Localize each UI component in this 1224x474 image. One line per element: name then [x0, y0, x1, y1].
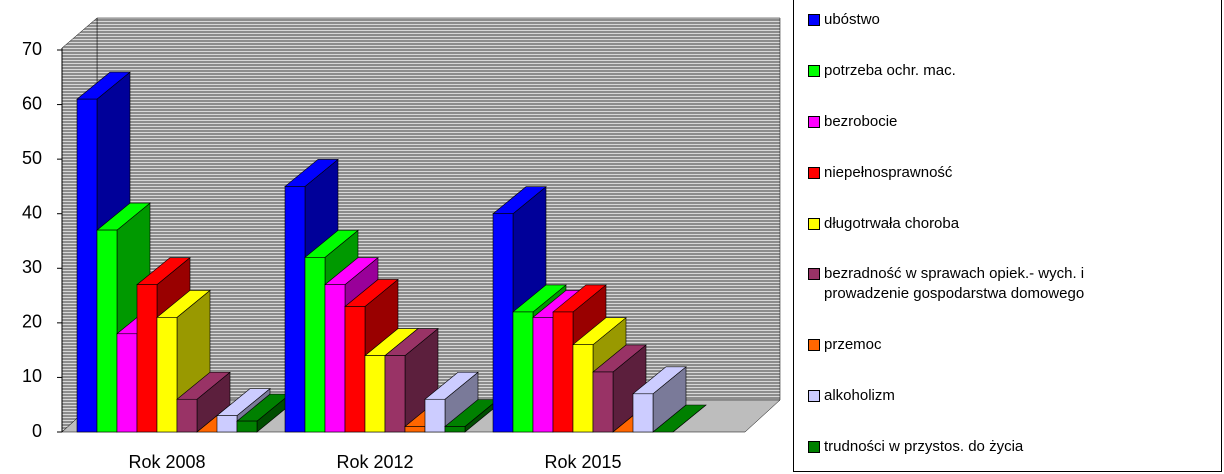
y-tick-label: 0: [32, 421, 42, 441]
bar-front: [284, 186, 306, 433]
legend-item: bezradność w sprawach opiek.- wych. i pr…: [808, 264, 1221, 304]
legend: ubóstwo potrzeba ochr. mac. bezrobocie niep…: [793, 0, 1222, 472]
legend-swatch: [808, 115, 820, 128]
y-tick-label: 70: [22, 39, 42, 59]
bar-front: [552, 311, 574, 433]
legend-swatch: [808, 64, 820, 77]
legend-swatch: [808, 14, 820, 26]
bar-front: [116, 333, 138, 433]
bar: [652, 404, 707, 433]
bar-front: [424, 398, 446, 433]
legend-swatch: [808, 390, 820, 403]
legend-item: alkoholizm: [808, 386, 1221, 406]
legend-label: trudności w przystos. do życia: [824, 438, 1024, 455]
bar-front: [572, 344, 594, 433]
legend-label: bezrobocie: [824, 112, 898, 130]
bar-front: [344, 306, 366, 433]
bar-front: [76, 98, 98, 433]
bar-front: [156, 317, 178, 433]
legend-label: długotrwała choroba: [824, 214, 960, 232]
bar-front: [592, 371, 614, 433]
x-tick-label: Rok 2012: [336, 452, 413, 472]
x-tick-label: Rok 2008: [128, 452, 205, 472]
y-tick-label: 30: [22, 257, 42, 277]
bar-front: [216, 415, 238, 433]
legend-swatch: [808, 339, 820, 352]
legend-label: przemoc: [824, 336, 882, 354]
bar-front: [512, 311, 534, 433]
legend-item: potrzeba ochr. mac.: [808, 61, 1221, 81]
y-tick-label: 10: [22, 366, 42, 386]
bar-front: [96, 229, 118, 433]
legend-item: niepełnosprawność: [808, 163, 1221, 183]
bar-front: [444, 426, 466, 433]
legend-item: bezrobocie: [808, 112, 1221, 132]
bar-top: [652, 404, 707, 433]
bar-front: [492, 213, 514, 433]
bar-front: [364, 355, 386, 433]
legend-swatch: [808, 441, 820, 453]
bar: [176, 371, 231, 433]
legend-swatch: [808, 268, 820, 281]
legend-label: bezradność w sprawach opiek.- wych. i pr…: [824, 265, 1085, 303]
legend-label: alkoholizm: [824, 387, 895, 405]
y-tick-label: 50: [22, 148, 42, 168]
y-tick-label: 20: [22, 312, 42, 332]
legend-label: niepełnosprawność: [824, 163, 953, 181]
bar-front: [404, 426, 426, 433]
x-tick-label: Rok 2015: [544, 452, 621, 472]
y-tick-label: 60: [22, 93, 42, 113]
legend-item: przemoc: [808, 335, 1221, 355]
legend-swatch: [808, 166, 820, 179]
bar: [444, 398, 499, 433]
bar: [384, 327, 439, 433]
bar-front: [236, 420, 258, 433]
legend-label: ubóstwo: [824, 11, 880, 28]
y-tick-label: 40: [22, 202, 42, 222]
legend-swatch: [808, 217, 820, 230]
bar: [632, 366, 687, 433]
bar-front: [632, 393, 654, 433]
bar-front: [304, 257, 326, 433]
legend-label: potrzeba ochr. mac.: [824, 61, 956, 79]
bar-front: [176, 398, 198, 433]
legend-item: trudności w przystos. do życia: [808, 437, 1221, 457]
legend-item: długotrwała choroba: [808, 214, 1221, 234]
bar-front: [136, 284, 158, 433]
legend-item: ubóstwo: [808, 10, 1221, 30]
bar: [424, 371, 479, 433]
chart: 0 10 20 30 40 50 60 70 Rok 2008 Rok 2012 Rok 2015: [22, 17, 781, 472]
bar-front: [532, 317, 554, 433]
bar-front: [324, 284, 346, 433]
bar-front: [384, 355, 406, 433]
